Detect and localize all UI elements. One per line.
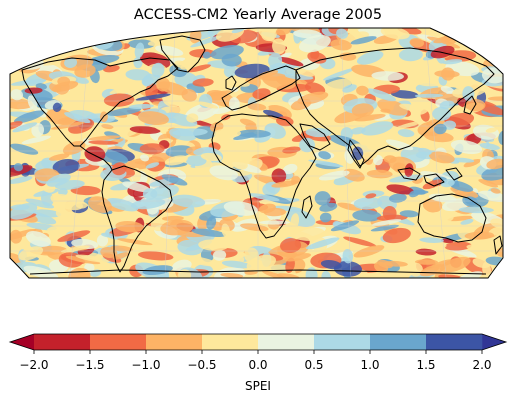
colorbar-under-arrow [10, 334, 34, 350]
coastlines [21, 35, 503, 275]
colorbar-bin [34, 334, 91, 350]
map-title: ACCESS-CM2 Yearly Average 2005 [133, 7, 383, 23]
colorbar-tick-label: −1.0 [131, 358, 161, 372]
colorbar-bin [146, 334, 203, 350]
colorbar-bin [90, 334, 147, 350]
colorbar-over-arrow [482, 334, 506, 350]
colorbar-bin [202, 334, 259, 350]
globe-outline [9, 27, 504, 279]
colorbar-tick-label: −1.5 [75, 358, 105, 372]
colorbar-tick-label: −0.5 [187, 358, 217, 372]
colorbar [8, 333, 508, 354]
colorbar-tick-label: 2.0 [472, 358, 492, 372]
colorbar-tick-label: 0.5 [304, 358, 324, 372]
colorbar-bin [258, 334, 315, 350]
colorbar-bin [370, 334, 427, 350]
colorbar-label: SPEI [245, 379, 271, 393]
colorbar-bin [426, 334, 483, 350]
colorbar-tick-label: 0.0 [248, 358, 268, 372]
colorbar-tick-label: 1.0 [360, 358, 380, 372]
colorbar-tick-label: −2.0 [19, 358, 49, 372]
colorbar-tick-label: 1.5 [416, 358, 436, 372]
colorbar-bin [314, 334, 371, 350]
